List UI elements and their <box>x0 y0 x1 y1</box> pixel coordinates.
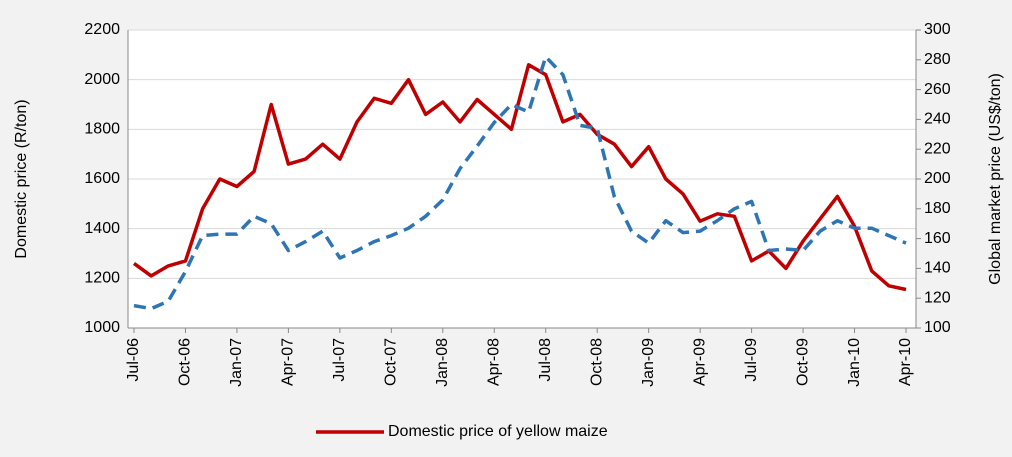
y2-tick-label: 240 <box>924 111 951 128</box>
y-tick-label: 1200 <box>84 270 120 287</box>
x-tick-label: Oct-06 <box>177 338 194 386</box>
y-axis-label: Domestic price (R/ton) <box>13 99 30 258</box>
x-tick-label: Jul-07 <box>331 338 348 382</box>
y2-tick-label: 160 <box>924 230 951 247</box>
y2-tick-label: 260 <box>924 81 951 98</box>
y2-tick-label: 120 <box>924 289 951 306</box>
x-tick-label: Jan-08 <box>434 338 451 387</box>
x-tick-label: Jan-07 <box>228 338 245 387</box>
data-line <box>133 55 907 311</box>
y2-tick-label: 280 <box>924 51 951 68</box>
x-tick-label: Jul-06 <box>125 338 142 382</box>
y2-axis-label: Global market price (US$/ton) <box>987 73 1004 285</box>
y-tick-label: 1000 <box>84 319 120 336</box>
y2-tick-label: 180 <box>924 200 951 217</box>
x-tick-label: Jul-09 <box>743 338 760 382</box>
y-tick-label: 2000 <box>84 71 120 88</box>
y-tick-label: 1800 <box>84 121 120 138</box>
x-tick-label: Oct-09 <box>794 338 811 386</box>
y2-tick-label: 100 <box>924 319 951 336</box>
x-tick-label: Jul-08 <box>537 338 554 382</box>
y2-tick-label: 200 <box>924 170 951 187</box>
y2-tick-label: 220 <box>924 140 951 157</box>
y-tick-label: 1600 <box>84 170 120 187</box>
x-tick-label: Jan-10 <box>846 338 863 387</box>
x-tick-label: Jan-09 <box>640 338 657 387</box>
x-tick-label: Apr-07 <box>280 338 297 386</box>
x-tick-label: Apr-09 <box>691 338 708 386</box>
x-tick-label: Oct-07 <box>383 338 400 386</box>
x-tick-label: Oct-08 <box>588 338 605 386</box>
x-tick-label: Apr-08 <box>485 338 502 386</box>
y2-tick-label: 140 <box>924 260 951 277</box>
y-tick-label: 2200 <box>84 21 120 38</box>
y2-tick-label: 300 <box>924 21 951 38</box>
legend-label: Domestic price of yellow maize <box>388 423 608 440</box>
x-tick-label: Apr-10 <box>897 338 914 386</box>
y-tick-label: 1400 <box>84 220 120 237</box>
data-line <box>132 63 907 292</box>
